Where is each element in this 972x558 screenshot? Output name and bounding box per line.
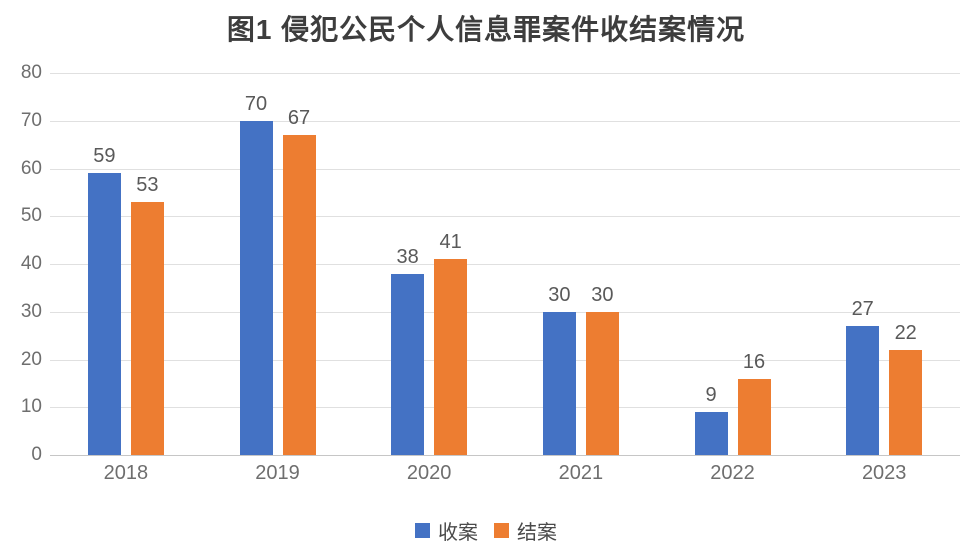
gridline-80 — [50, 73, 960, 74]
bar-value-label-结案-2018: 53 — [136, 173, 159, 196]
x-tick-label-2020: 2020 — [406, 462, 452, 484]
bar-结案-2022: 16 — [737, 351, 771, 455]
bar-value-label-收案-2020: 38 — [396, 245, 419, 268]
bar-group-2019: 70 67 — [202, 73, 354, 455]
gridline-0 — [50, 455, 960, 456]
gridline-30 — [50, 311, 960, 313]
legend-label-结案: 结案 — [517, 522, 557, 544]
gridline-50 — [50, 216, 960, 218]
bar-结案-2023: 22 — [889, 322, 923, 455]
legend-item-收案: 收案 — [415, 516, 478, 545]
bar-收案-2022: 9 — [694, 384, 728, 455]
bar-value-label-收案-2019: 70 — [244, 92, 268, 115]
legend-swatch-icon — [415, 523, 430, 538]
bar-收案-2020: 38 — [391, 246, 425, 455]
x-tick-label-2021: 2021 — [558, 462, 604, 484]
y-tick-label-50: 50 — [20, 205, 42, 227]
bar-value-label-收案-2023: 27 — [851, 298, 874, 321]
x-tick-label-2018: 2018 — [103, 462, 149, 484]
y-tick-label-30: 30 — [20, 300, 42, 322]
chart-title: 图1 侵犯公民个人信息罪案件收结案情况 — [226, 14, 746, 45]
bar-group-2022: 9 16 — [657, 73, 809, 455]
gridline-60 — [50, 168, 960, 170]
bar-value-label-收案-2018: 59 — [93, 145, 116, 168]
bar-group-2020: 38 41 — [353, 73, 505, 455]
x-axis: 2018 2019 2020 2021 2022 2023 — [50, 462, 960, 485]
bar-groups: 59 53 70 67 38 41 30 30 9 16 27 22 — [50, 73, 960, 455]
bar-结案-2020: 41 — [434, 231, 468, 455]
gridline-10 — [50, 407, 960, 409]
gridline-70 — [50, 120, 960, 122]
gridline-40 — [50, 264, 960, 265]
bar-group-2018: 59 53 — [50, 73, 202, 455]
bar-结案-2021: 30 — [585, 284, 619, 455]
bar-value-label-结案-2022: 16 — [742, 350, 766, 373]
y-tick-label-80: 80 — [20, 62, 42, 83]
legend-swatch-icon — [494, 523, 509, 538]
bar-收案-2021: 30 — [542, 284, 576, 455]
y-tick-label-60: 60 — [20, 157, 42, 179]
gridline-20 — [50, 359, 960, 361]
bar-value-label-收案-2022: 9 — [705, 384, 717, 407]
x-tick-label-2019: 2019 — [255, 462, 300, 484]
legend-item-结案: 结案 — [494, 516, 557, 545]
bar-value-label-结案-2019: 67 — [287, 107, 311, 130]
bar-group-2023: 27 22 — [808, 73, 960, 455]
bar-value-label-结案-2023: 22 — [894, 321, 917, 344]
y-tick-label-0: 0 — [31, 444, 42, 465]
x-tick-label-2022: 2022 — [710, 462, 755, 484]
bar-收案-2023: 27 — [846, 298, 880, 455]
bar-结案-2019: 67 — [282, 107, 316, 455]
y-tick-label-20: 20 — [20, 348, 42, 370]
bar-收案-2019: 70 — [239, 93, 273, 455]
legend-label-收案: 收案 — [438, 522, 478, 544]
y-axis: 0 10 20 30 40 50 60 70 80 — [0, 62, 42, 465]
y-tick-label-10: 10 — [20, 396, 42, 418]
bar-value-label-结案-2020: 41 — [439, 231, 462, 254]
y-tick-label-70: 70 — [20, 109, 42, 131]
plot-area: 59 53 70 67 38 41 30 30 9 16 27 22 — [50, 73, 960, 456]
bar-收案-2018: 59 — [87, 145, 121, 455]
bar-group-2021: 30 30 — [505, 73, 657, 455]
legend: 收案 结案 — [0, 516, 972, 545]
bar-结案-2018: 53 — [130, 174, 164, 455]
bar-value-label-结案-2021: 30 — [591, 283, 614, 306]
y-tick-label-40: 40 — [20, 253, 42, 274]
bar-value-label-收案-2021: 30 — [548, 283, 571, 306]
x-tick-label-2023: 2023 — [861, 462, 907, 484]
